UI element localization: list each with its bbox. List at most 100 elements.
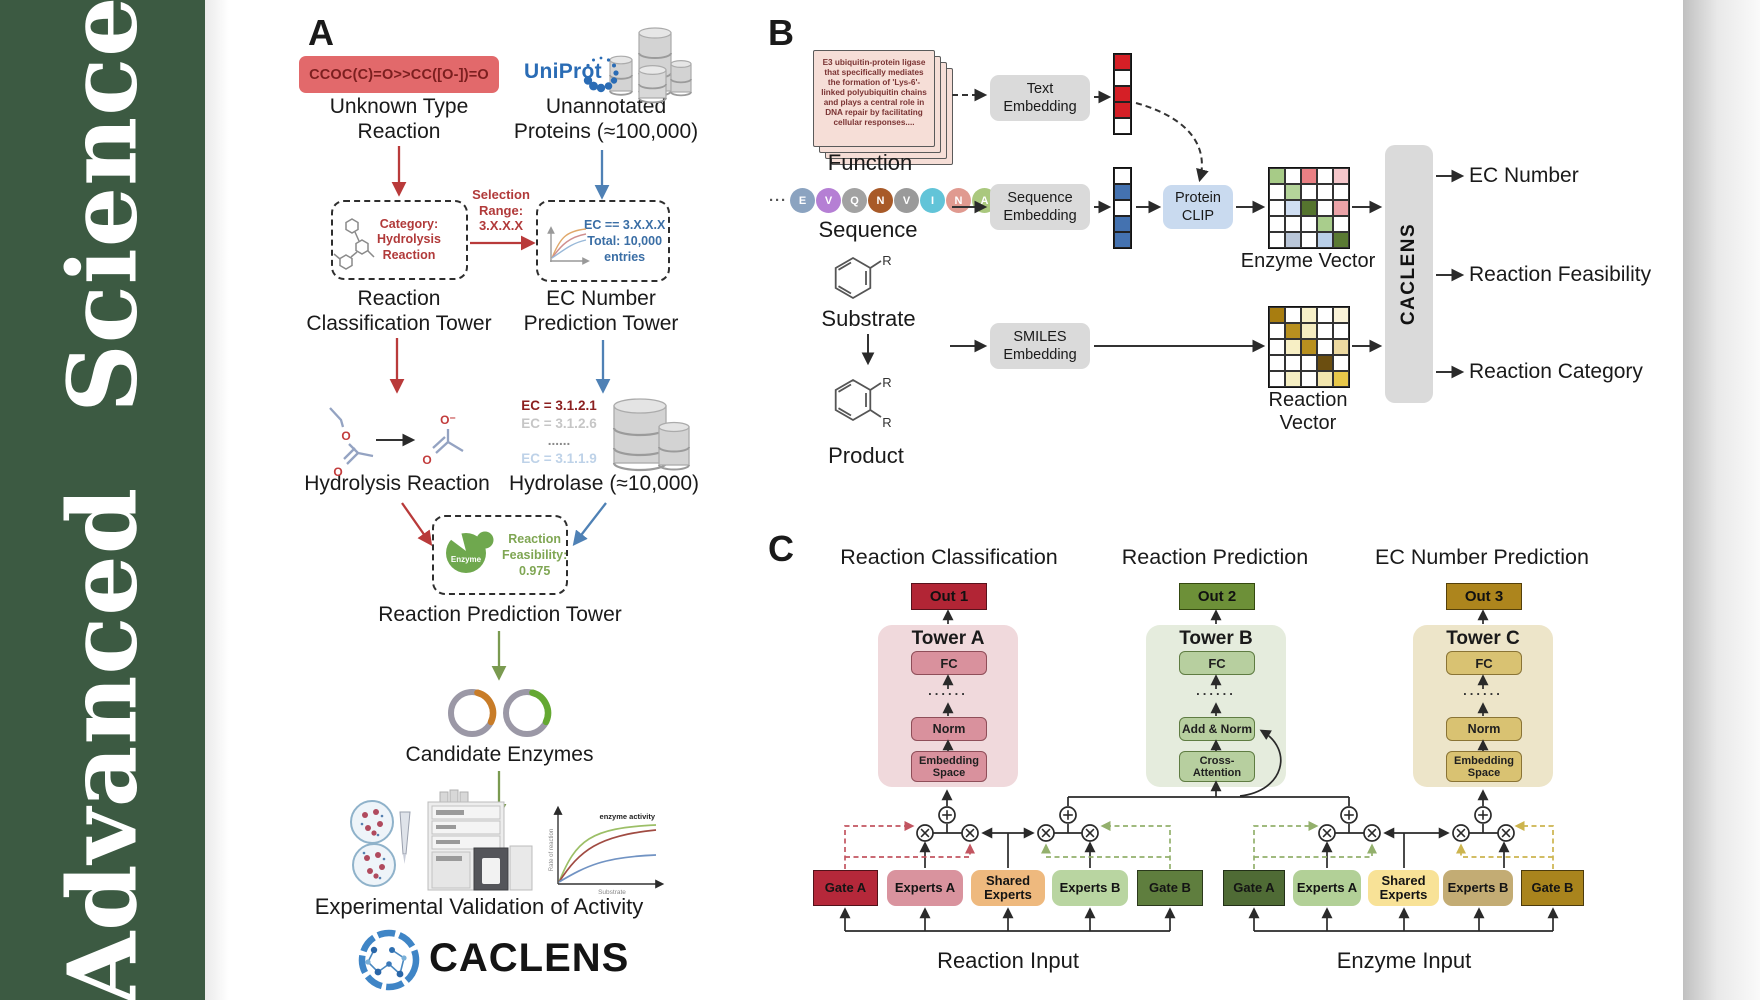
- ec-result-3: EC = 3.1.1.9: [521, 450, 597, 466]
- vector-cell: [1301, 371, 1317, 387]
- vector-cell: [1285, 168, 1301, 184]
- vector-cell: [1269, 184, 1285, 200]
- vector-cell: [1114, 232, 1131, 248]
- tower-b-addnorm: Add & Norm: [1179, 717, 1255, 741]
- caclens-model-box: CACLENS: [1385, 145, 1433, 403]
- r-group-label: R: [882, 415, 891, 430]
- vector-cell: [1285, 355, 1301, 371]
- ester-molecule-icon: O O: [329, 407, 374, 479]
- output-reaction-feasibility: Reaction Feasibility: [1469, 263, 1652, 286]
- caclens-model-label: CACLENS: [1398, 222, 1419, 326]
- tower-b-dots: ......: [1196, 683, 1236, 698]
- ec-result-list: EC = 3.1.2.1 EC = 3.1.2.6 ...... EC = 3.…: [512, 397, 606, 467]
- vector-cell: [1333, 184, 1349, 200]
- vector-cell: [1301, 200, 1317, 216]
- vector-cell: [1114, 118, 1131, 134]
- journal-sidebar: Advanced Science: [0, 0, 205, 1000]
- ec-result-dots: ......: [547, 433, 571, 448]
- vector-cell: [1317, 216, 1333, 232]
- residue-circle: V: [816, 188, 841, 213]
- category-text: Category: Hydrolysis Reaction: [377, 216, 441, 262]
- vector-cell: [1114, 216, 1131, 232]
- vector-cell: [1333, 232, 1349, 248]
- output-ec-number: EC Number: [1469, 164, 1579, 187]
- activity-graph: enzyme activity Rate of reaction Substra…: [549, 805, 665, 896]
- sequence-ellipsis-left: ···: [769, 192, 787, 209]
- product-label: Product: [828, 443, 904, 468]
- residue-circle: E: [790, 188, 815, 213]
- moe-right-gate-a: Gate A: [1223, 870, 1285, 906]
- atom-o-minus: O⁻: [440, 413, 456, 427]
- reaction-vector-label: Reaction Vector: [1268, 389, 1348, 434]
- page-right-shadow: [1683, 0, 1760, 1000]
- vector-cell: [1317, 339, 1333, 355]
- vector-cell: [1333, 339, 1349, 355]
- tower-c-norm: Norm: [1446, 717, 1522, 741]
- residue-circle: V: [894, 188, 919, 213]
- col3-title: EC Number Prediction: [1375, 545, 1589, 569]
- reaction-input-label: Reaction Input: [937, 948, 1079, 973]
- vector-cell: [1285, 184, 1301, 200]
- hydrolysis-reaction-label: Hydrolysis Reaction: [304, 472, 490, 495]
- output-reaction-category: Reaction Category: [1469, 360, 1643, 383]
- vector-cell: [1269, 371, 1285, 387]
- protein-clip-box: Protein CLIP: [1163, 185, 1233, 229]
- function-cards: E3 ubiquitin-protein ligase that specifi…: [813, 50, 953, 165]
- out2-box: Out 2: [1179, 583, 1255, 610]
- vector-cell: [1301, 339, 1317, 355]
- tower-a-title: Tower A: [911, 628, 985, 649]
- vector-cell: [1269, 307, 1285, 323]
- out3-box: Out 3: [1446, 583, 1522, 610]
- unannotated-proteins-label: Unannotated Proteins (≈100,000): [513, 95, 699, 143]
- tower-b-title: Tower B: [1179, 628, 1253, 649]
- hydrolase-database-icon: [612, 398, 690, 472]
- substrate-molecule-icon: R: [834, 253, 892, 300]
- vector-cell: [1317, 168, 1333, 184]
- vector-cell: [1285, 371, 1301, 387]
- caclens-logo-icon: [358, 929, 420, 991]
- smiles-reaction-box: CCOC(C)=O>>CC([O-])=O: [299, 56, 499, 93]
- gate-weight-lines: [844, 820, 1554, 869]
- uniprot-database-icon: [609, 27, 692, 104]
- tower-c-title: Tower C: [1446, 628, 1520, 649]
- sum-product-nodes: [916, 806, 1515, 842]
- uniprot-logo: UniProt: [524, 60, 602, 83]
- moe-left-experts-b: Experts B: [1052, 870, 1128, 906]
- vector-cell: [1333, 200, 1349, 216]
- vector-cell: [1317, 200, 1333, 216]
- candidate-enzymes-label: Candidate Enzymes: [405, 743, 594, 766]
- rc-tower-label: Reaction Classification Tower: [306, 287, 492, 335]
- vector-cell: [1317, 184, 1333, 200]
- acetate-molecule-icon: O⁻ O: [422, 413, 464, 467]
- sequence-label: Sequence: [818, 217, 918, 242]
- vector-cell: [1269, 339, 1285, 355]
- product-molecule-icon: R R: [834, 375, 892, 430]
- caclens-wordmark: CACLENS: [429, 936, 630, 980]
- reaction-classification-box: Category: Hydrolysis Reaction: [331, 200, 468, 280]
- vector-cell: [1285, 216, 1301, 232]
- vector-cell: [1114, 54, 1131, 70]
- vector-cell: [1333, 307, 1349, 323]
- vector-cell: [1317, 232, 1333, 248]
- vector-cell: [1114, 102, 1131, 118]
- vector-cell: [1269, 323, 1285, 339]
- text-embedding-box: Text Embedding: [990, 75, 1090, 121]
- tower-c-dots: ......: [1463, 683, 1503, 698]
- vector-cell: [1285, 339, 1301, 355]
- r-group-label: R: [882, 253, 891, 268]
- vector-cell: [1301, 168, 1317, 184]
- vector-cell: [1317, 371, 1333, 387]
- moe-right-experts-b: Experts B: [1443, 870, 1513, 906]
- moe-right-shared-experts: Shared Experts: [1368, 870, 1439, 906]
- out1-box: Out 1: [911, 583, 987, 610]
- tower-c-fc: FC: [1446, 651, 1522, 675]
- col1-title: Reaction Classification: [840, 545, 1058, 569]
- page-left-shadow: [205, 0, 229, 1000]
- journal-title: Advanced Science: [47, 0, 159, 1000]
- feasibility-text: Reaction Feasibility: 0.975: [502, 532, 568, 578]
- tower-c: Tower C FC ...... Norm Embedding Space: [1413, 625, 1553, 787]
- moe-left-gate-a: Gate A: [813, 870, 878, 906]
- ec-result-2: EC = 3.1.2.6: [521, 415, 597, 431]
- plasmid-icons: [448, 689, 552, 737]
